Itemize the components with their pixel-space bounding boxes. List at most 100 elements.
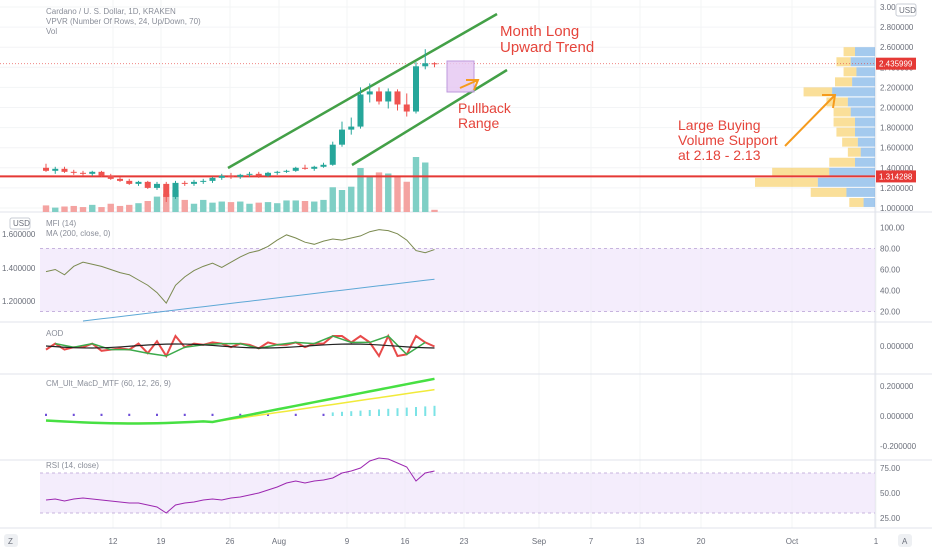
macd-histogram-bar xyxy=(128,413,131,416)
volume-bar xyxy=(79,207,87,212)
macd-tick-label: 0.200000 xyxy=(880,382,914,391)
candle-body xyxy=(218,175,225,178)
volume-bar xyxy=(163,193,170,212)
symbol-title: Cardano / U. S. Dollar, 1D, KRAKEN xyxy=(46,7,176,16)
vpvr-up-bar xyxy=(835,77,853,87)
currency-label: USD xyxy=(899,6,916,15)
volume-bar xyxy=(264,202,272,212)
volume-bar xyxy=(412,157,420,212)
vpvr-down-bar xyxy=(855,127,875,137)
macd-histogram-bar xyxy=(267,413,269,416)
candle-body xyxy=(413,66,419,112)
candle-body xyxy=(200,180,207,182)
candle-body xyxy=(126,180,133,184)
vpvr-up-bar xyxy=(826,97,848,107)
currency-badge[interactable] xyxy=(895,3,917,17)
mfi-tick-label: 40.00 xyxy=(880,287,901,296)
volume-bar xyxy=(385,173,392,212)
current-price-badge xyxy=(876,57,916,70)
mfi-title: MFI (14) xyxy=(46,219,77,228)
candle-body xyxy=(422,63,429,67)
volume-bar xyxy=(357,168,364,212)
volume-bar xyxy=(394,176,401,212)
vpvr-down-bar xyxy=(829,167,875,177)
volume-bar xyxy=(218,201,225,212)
price-pane[interactable] xyxy=(0,12,875,212)
vpvr-down-bar xyxy=(850,57,875,67)
vpvr-down-bar xyxy=(855,157,875,167)
vpvr-up-bar xyxy=(847,147,861,157)
macd-histogram-bar xyxy=(183,413,186,416)
mfi-tick-label: 80.00 xyxy=(880,245,901,254)
candle-body xyxy=(43,167,49,171)
volume-bar xyxy=(375,172,383,212)
price-tick-label: 1.800000 xyxy=(880,124,914,133)
volume-bar xyxy=(237,201,244,212)
macd-histogram-bar xyxy=(72,413,75,416)
vpvr-down-bar xyxy=(863,197,875,207)
candle-body xyxy=(255,173,262,176)
volume-bar xyxy=(348,186,355,212)
timezone-badge: Z xyxy=(8,537,13,546)
vpvr-down-bar xyxy=(857,137,875,147)
macd-histogram-bar xyxy=(100,413,103,416)
vpvr-up-bar xyxy=(843,47,855,57)
macd-title: CM_Ult_MacD_MTF (60, 12, 26, 9) xyxy=(46,379,171,388)
vpvr-up-bar xyxy=(803,87,833,97)
macd-histogram-bar xyxy=(378,409,380,416)
aod-tick-label: 0.000000 xyxy=(880,342,914,351)
auto-scale-button[interactable] xyxy=(898,534,912,547)
vpvr-up-bar xyxy=(772,167,830,177)
macd-line xyxy=(45,377,435,425)
macd-histogram-bar xyxy=(211,413,214,416)
vpvr-up-bar xyxy=(829,157,855,167)
aod-slow-line xyxy=(45,343,435,349)
mfi-left-tick-label: 1.600000 xyxy=(2,230,36,239)
price-axis[interactable]: 3.0000002.8000002.6000002.4000002.200000… xyxy=(876,3,916,213)
price-tick-label: 1.000000 xyxy=(880,204,914,213)
volume-bar xyxy=(52,207,59,212)
volume-support-arrow xyxy=(784,94,837,147)
volume-bar xyxy=(274,203,281,212)
mfi-left-tick-label: 1.200000 xyxy=(2,297,36,306)
mfi-line xyxy=(45,229,435,304)
x-tick-label: 13 xyxy=(636,537,645,546)
price-tick-label: 1.200000 xyxy=(880,184,914,193)
x-tick-label: 23 xyxy=(460,537,469,546)
candle-body xyxy=(246,173,253,175)
volume-bar xyxy=(209,202,216,212)
volume-bar xyxy=(292,200,299,212)
volume-bar xyxy=(366,176,373,212)
timezone-button[interactable] xyxy=(4,534,18,547)
x-tick-label: Aug xyxy=(272,537,286,546)
volume-bar xyxy=(135,203,142,212)
vpvr-down-bar xyxy=(856,67,875,77)
candle-body xyxy=(302,167,308,169)
macd-tick-label: -0.200000 xyxy=(880,442,917,451)
annotation-volume-line3: at 2.18 - 2.13 xyxy=(678,147,761,163)
volume-bar xyxy=(98,207,105,212)
mfi-currency-badge[interactable] xyxy=(9,217,31,230)
volume-bar xyxy=(153,196,161,212)
volume-bar xyxy=(144,201,151,212)
trend-channel-lower xyxy=(351,68,508,167)
mfi-tick-label: 60.00 xyxy=(880,266,901,275)
macd-histogram-bar xyxy=(368,410,371,416)
vpvr-up-bar xyxy=(755,177,818,187)
candle-body xyxy=(107,175,114,179)
volume-bar xyxy=(431,209,438,212)
macd-histogram-bar xyxy=(415,407,417,416)
candle-body xyxy=(98,171,105,176)
volume-bar xyxy=(200,199,207,212)
vol-title: Vol xyxy=(46,27,57,36)
candle-body xyxy=(228,175,234,177)
annotation-pullback-line1: Pullback xyxy=(458,100,512,116)
vpvr-down-bar xyxy=(817,177,875,187)
macd-histogram-bar xyxy=(387,408,390,416)
vpvr-down-bar xyxy=(860,147,875,157)
candle-body xyxy=(385,91,392,102)
aod-title: AOD xyxy=(46,329,64,338)
rsi-tick-label: 75.00 xyxy=(880,464,901,473)
candle-body xyxy=(366,91,373,95)
